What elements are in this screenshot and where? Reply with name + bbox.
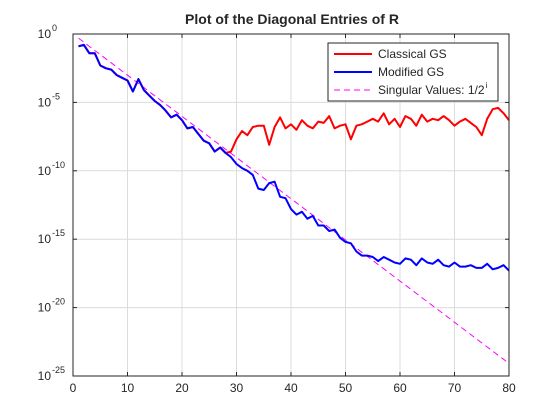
y-tick-exponent: -10 — [52, 160, 65, 170]
y-tick-label: 10 — [38, 301, 52, 315]
y-tick-label: 10 — [38, 232, 52, 246]
y-tick-exponent: 0 — [52, 23, 57, 33]
legend-label: Singular Values: 1/2 — [378, 83, 485, 97]
x-tick-label: 20 — [175, 381, 189, 395]
chart-title: Plot of the Diagonal Entries of R — [185, 11, 399, 27]
x-tick-label: 60 — [393, 381, 407, 395]
y-tick-exponent: -25 — [52, 365, 65, 375]
x-tick-label: 80 — [502, 381, 516, 395]
y-tick-label: 10 — [38, 369, 52, 383]
x-tick-label: 40 — [284, 381, 298, 395]
x-tick-label: 0 — [70, 381, 77, 395]
y-tick-label: 10 — [38, 95, 52, 109]
y-tick-exponent: -15 — [52, 228, 65, 238]
legend-label: Modified GS — [378, 65, 444, 79]
x-tick-label: 50 — [339, 381, 353, 395]
x-tick-label: 30 — [230, 381, 244, 395]
legend-label-superscript: i — [486, 81, 488, 90]
y-tick-exponent: -20 — [52, 297, 65, 307]
x-tick-label: 70 — [448, 381, 462, 395]
legend[interactable]: Classical GS Modified GS Singular Values: … — [328, 43, 498, 101]
y-tick-label: 10 — [38, 27, 52, 41]
x-tick-label: 10 — [121, 381, 135, 395]
legend-label: Classical GS — [378, 47, 447, 61]
y-tick-label: 10 — [38, 164, 52, 178]
y-tick-exponent: -5 — [52, 91, 60, 101]
